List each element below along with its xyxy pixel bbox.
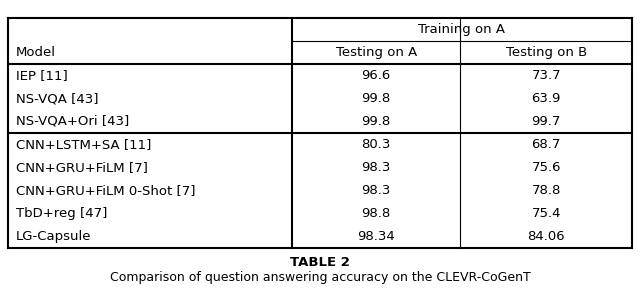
Text: NS-VQA [43]: NS-VQA [43] [16,92,99,105]
Text: 75.4: 75.4 [531,207,561,220]
Text: CNN+GRU+FiLM 0-Shot [7]: CNN+GRU+FiLM 0-Shot [7] [16,184,195,197]
Text: Comparison of question answering accuracy on the CLEVR-CoGenT: Comparison of question answering accurac… [109,271,531,285]
Text: 98.3: 98.3 [362,184,391,197]
Text: 98.3: 98.3 [362,161,391,174]
Text: TbD+reg [47]: TbD+reg [47] [16,207,108,220]
Text: 80.3: 80.3 [362,138,391,151]
Text: 75.6: 75.6 [531,161,561,174]
Text: 99.8: 99.8 [362,115,391,128]
Text: 73.7: 73.7 [531,69,561,82]
Text: CNN+LSTM+SA [11]: CNN+LSTM+SA [11] [16,138,152,151]
Text: Testing on A: Testing on A [335,46,417,59]
Text: Training on A: Training on A [419,23,506,36]
Text: 98.8: 98.8 [362,207,391,220]
Text: 96.6: 96.6 [362,69,391,82]
Text: 63.9: 63.9 [531,92,561,105]
Text: LG-Capsule: LG-Capsule [16,230,92,243]
Text: IEP [11]: IEP [11] [16,69,68,82]
Text: 84.06: 84.06 [527,230,565,243]
Text: 78.8: 78.8 [531,184,561,197]
Text: 99.8: 99.8 [362,92,391,105]
Text: 99.7: 99.7 [531,115,561,128]
Text: NS-VQA+Ori [43]: NS-VQA+Ori [43] [16,115,129,128]
Text: 68.7: 68.7 [531,138,561,151]
Text: 98.34: 98.34 [357,230,395,243]
Text: Model: Model [16,46,56,59]
Text: TABLE 2: TABLE 2 [290,255,350,268]
Text: CNN+GRU+FiLM [7]: CNN+GRU+FiLM [7] [16,161,148,174]
Text: Testing on B: Testing on B [506,46,587,59]
